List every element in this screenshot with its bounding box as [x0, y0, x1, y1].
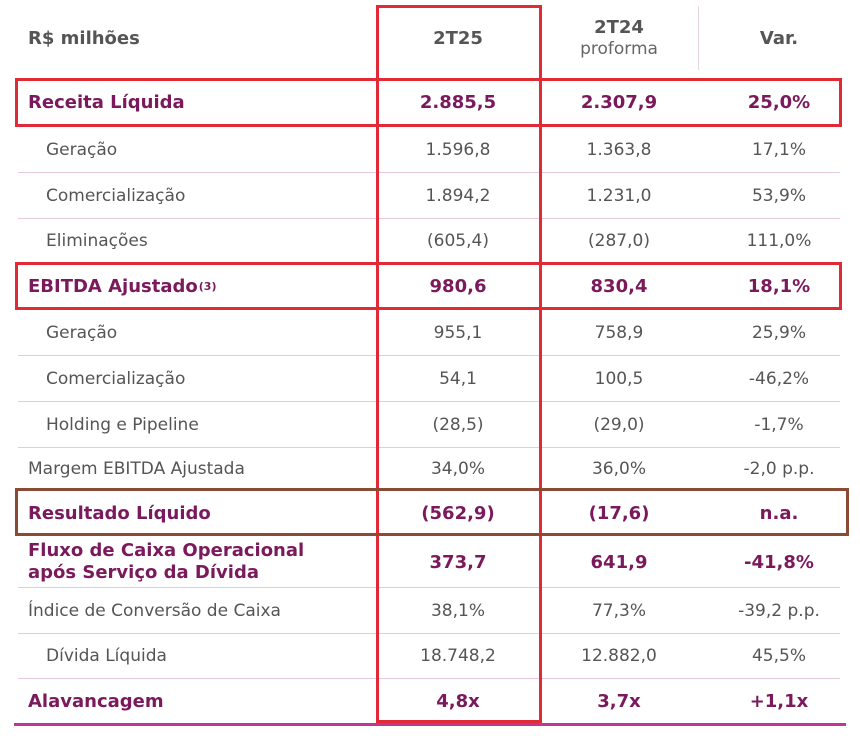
row-divider — [18, 587, 840, 588]
value-var: 25,9% — [751, 322, 806, 343]
value-2t24: 830,4 — [590, 275, 648, 297]
value-var: -41,8% — [744, 551, 814, 573]
table-header: R$ milhões 2T25 2T24 proforma Var. — [0, 0, 860, 76]
value-2t25: 4,8x — [436, 690, 480, 712]
header-col1-main: 2T25 — [433, 27, 483, 49]
header-unit-label: R$ milhões — [0, 0, 376, 76]
value-var: 25,0% — [747, 91, 811, 113]
value-2t25: 2.885,5 — [419, 91, 497, 113]
value-2t24: 1.363,8 — [586, 139, 652, 160]
row-label: Receita Líquida — [28, 91, 185, 113]
table-row: Geração 955,1 758,9 25,9% — [0, 310, 860, 355]
table-row: Holding e Pipeline (28,5) (29,0) -1,7% — [0, 402, 860, 447]
value-2t24: 36,0% — [591, 458, 646, 479]
value-var: 53,9% — [751, 185, 806, 206]
row-divider — [18, 678, 840, 679]
row-label: Margem EBITDA Ajustada — [28, 458, 245, 479]
value-var: 18,1% — [747, 275, 811, 297]
value-2t24: 77,3% — [591, 600, 646, 621]
row-label: Alavancagem — [28, 690, 164, 712]
value-var: -1,7% — [754, 414, 804, 435]
row-divider — [18, 633, 840, 634]
row-label: Dívida Líquida — [46, 646, 167, 666]
table-row: Fluxo de Caixa Operacional após Serviço … — [0, 537, 860, 587]
row-label: Geração — [46, 322, 118, 343]
value-2t25: 955,1 — [433, 322, 483, 343]
value-2t24: 12.882,0 — [581, 646, 657, 666]
row-divider — [18, 447, 840, 448]
row-label: Resultado Líquido — [28, 502, 211, 524]
value-var: 111,0% — [746, 230, 812, 251]
row-label: EBITDA Ajustado (3) — [0, 263, 376, 309]
table-row: Comercialização 54,1 100,5 -46,2% — [0, 356, 860, 401]
table-row: Alavancagem 4,8x 3,7x +1,1x — [0, 679, 860, 723]
row-label: Índice de Conversão de Caixa — [28, 600, 281, 621]
row-label: Eliminações — [46, 230, 148, 251]
row-divider — [18, 355, 840, 356]
table-row: Geração 1.596,8 1.363,8 17,1% — [0, 127, 860, 172]
value-var: 17,1% — [751, 139, 806, 160]
value-2t24: (29,0) — [593, 414, 645, 435]
value-2t25: 34,0% — [430, 458, 485, 479]
header-col-2t24: 2T24 proforma — [540, 0, 698, 76]
header-col-2t25: 2T25 — [376, 0, 540, 76]
value-var: -2,0 p.p. — [743, 458, 815, 479]
value-2t25: 980,6 — [429, 275, 487, 297]
value-var: 45,5% — [751, 646, 806, 666]
header-separator — [540, 6, 541, 70]
value-2t24: 2.307,9 — [580, 91, 658, 113]
table-row: Receita Líquida 2.885,5 2.307,9 25,0% — [0, 78, 860, 126]
row-label-line1: Fluxo de Caixa Operacional — [28, 540, 305, 561]
table-row: Dívida Líquida 18.748,2 12.882,0 45,5% — [0, 634, 860, 678]
value-2t25: 1.596,8 — [425, 139, 491, 160]
value-2t25: 18.748,2 — [420, 646, 496, 666]
value-2t25: (605,4) — [427, 230, 489, 251]
header-separator — [698, 6, 699, 70]
header-col2-main: 2T24 — [594, 17, 644, 38]
table-row: Eliminações (605,4) (287,0) 111,0% — [0, 219, 860, 262]
table-bottom-bar — [14, 723, 846, 726]
row-label: Holding e Pipeline — [46, 414, 199, 435]
header-col-var: Var. — [698, 0, 860, 76]
table-row: EBITDA Ajustado (3) 980,6 830,4 18,1% — [0, 263, 860, 309]
value-2t25: 373,7 — [429, 551, 487, 573]
value-2t24: 1.231,0 — [586, 185, 652, 206]
row-divider — [18, 172, 840, 173]
header-col2-sub: proforma — [580, 39, 658, 59]
value-2t24: (287,0) — [588, 230, 650, 251]
row-label: Comercialização — [46, 368, 186, 389]
value-2t25: (562,9) — [421, 502, 495, 524]
table-row: Comercialização 1.894,2 1.231,0 53,9% — [0, 173, 860, 218]
value-2t25: 1.894,2 — [425, 185, 491, 206]
value-2t24: 3,7x — [597, 690, 641, 712]
row-label-line2: após Serviço da Dívida — [28, 562, 259, 583]
row-divider — [18, 401, 840, 402]
row-label: Comercialização — [46, 185, 186, 206]
value-2t25: (28,5) — [432, 414, 484, 435]
row-label: Geração — [46, 139, 118, 160]
value-var: -46,2% — [748, 368, 810, 389]
row-divider — [18, 218, 840, 219]
value-var: +1,1x — [749, 690, 809, 712]
table-row: Índice de Conversão de Caixa 38,1% 77,3%… — [0, 588, 860, 633]
table-row: Resultado Líquido (562,9) (17,6) n.a. — [0, 490, 860, 536]
value-var: -39,2 p.p. — [738, 600, 820, 621]
footnote-marker: (3) — [198, 279, 217, 293]
table-row: Margem EBITDA Ajustada 34,0% 36,0% -2,0 … — [0, 448, 860, 489]
value-2t24: (17,6) — [588, 502, 650, 524]
row-label-text: EBITDA Ajustado — [28, 275, 198, 297]
header-col3-main: Var. — [759, 27, 799, 49]
header-unit-text: R$ milhões — [28, 27, 140, 49]
value-2t24: 758,9 — [594, 322, 644, 343]
value-2t25: 54,1 — [439, 368, 477, 389]
value-2t24: 100,5 — [594, 368, 644, 389]
value-2t24: 641,9 — [590, 551, 648, 573]
value-var: n.a. — [759, 502, 799, 524]
row-label: Fluxo de Caixa Operacional após Serviço … — [0, 537, 376, 587]
value-2t25: 38,1% — [430, 600, 485, 621]
